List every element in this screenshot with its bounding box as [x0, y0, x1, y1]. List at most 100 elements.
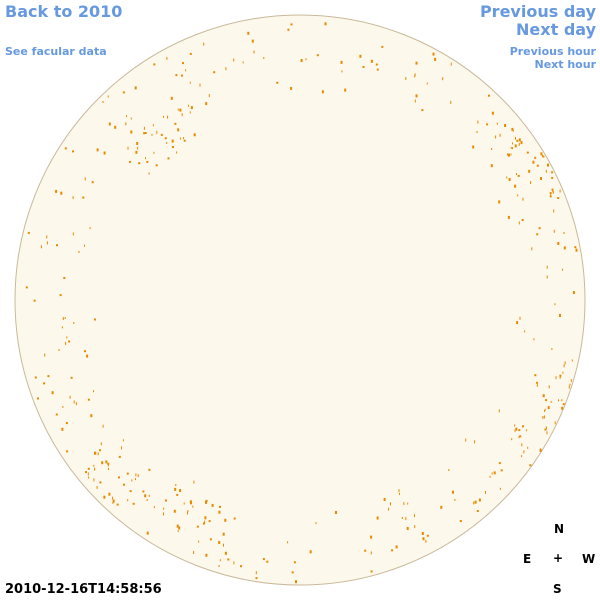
facula: [33, 299, 36, 302]
facula: [205, 102, 208, 106]
facula: [171, 146, 174, 148]
facula: [559, 374, 562, 377]
facula: [557, 197, 560, 199]
facula: [512, 147, 513, 150]
facula: [522, 425, 524, 428]
facula: [192, 505, 194, 508]
facula: [198, 540, 200, 543]
facula: [540, 152, 543, 156]
facula: [375, 63, 378, 66]
facula: [498, 409, 500, 413]
facula: [545, 169, 547, 173]
facula: [554, 303, 556, 306]
facula: [58, 349, 60, 351]
facula: [233, 58, 235, 62]
facula: [66, 336, 68, 339]
facula: [390, 502, 391, 506]
facula: [93, 478, 95, 482]
facula: [203, 522, 205, 525]
facula: [160, 133, 163, 136]
facula: [534, 374, 537, 377]
back-link[interactable]: Back to 2010: [5, 2, 123, 21]
facula: [495, 135, 497, 139]
next-hour-link[interactable]: Next hour: [534, 58, 597, 71]
facula: [167, 157, 170, 160]
facula: [545, 399, 548, 402]
facula: [164, 137, 167, 140]
facula: [93, 390, 94, 393]
facula: [188, 104, 189, 107]
facula: [156, 130, 158, 134]
facula: [539, 448, 542, 452]
facula: [213, 71, 216, 74]
facula: [518, 221, 520, 225]
facula: [233, 517, 236, 520]
facula: [108, 492, 111, 496]
facula: [73, 322, 75, 324]
facula: [477, 120, 479, 124]
facula: [532, 160, 535, 164]
facula: [263, 57, 265, 59]
facula: [167, 115, 169, 119]
facula: [91, 181, 94, 184]
facula: [112, 496, 114, 500]
facula: [177, 108, 179, 111]
facula: [116, 503, 119, 506]
facula: [432, 52, 435, 56]
facula: [559, 313, 561, 317]
facula: [183, 502, 185, 505]
facula: [522, 197, 524, 201]
facula: [107, 464, 109, 467]
facula: [553, 209, 555, 213]
facula: [99, 449, 101, 452]
facula: [561, 399, 563, 402]
facula: [544, 428, 547, 431]
facula: [516, 139, 519, 142]
facula: [224, 551, 227, 555]
facula: [122, 91, 125, 94]
facula: [295, 580, 297, 584]
facula: [146, 531, 149, 535]
facula: [517, 194, 519, 197]
facula: [533, 338, 535, 341]
facula: [129, 490, 132, 493]
facula: [96, 148, 99, 152]
facula: [94, 467, 96, 471]
facula: [491, 148, 493, 150]
facula: [61, 326, 63, 329]
facula: [46, 241, 48, 245]
facula: [127, 146, 129, 150]
facula: [546, 431, 548, 435]
facula: [370, 570, 373, 573]
facula: [255, 571, 257, 575]
facula: [233, 561, 235, 565]
previous-hour-link[interactable]: Previous hour: [509, 45, 596, 58]
facula: [65, 422, 68, 425]
facula: [474, 440, 476, 444]
facula: [118, 476, 120, 479]
facula: [179, 137, 181, 140]
facula: [426, 534, 429, 537]
facula: [340, 60, 343, 64]
facula: [496, 122, 498, 125]
facula: [564, 361, 566, 365]
facula: [112, 501, 114, 504]
facula: [145, 157, 146, 160]
facula: [536, 383, 538, 387]
facula: [572, 291, 575, 294]
facula: [557, 242, 560, 245]
next-day-link[interactable]: Next day: [516, 20, 596, 39]
facula: [72, 196, 74, 200]
facula: [290, 86, 293, 90]
previous-day-link[interactable]: Previous day: [479, 2, 596, 21]
facula: [68, 340, 71, 343]
facula: [189, 500, 192, 504]
facula: [82, 196, 85, 199]
facula: [518, 142, 520, 146]
facula: [193, 551, 195, 554]
facula: [134, 86, 137, 90]
facular-link[interactable]: See facular data: [5, 45, 107, 58]
facula: [196, 525, 199, 528]
facula: [575, 248, 578, 252]
facula: [504, 124, 507, 127]
